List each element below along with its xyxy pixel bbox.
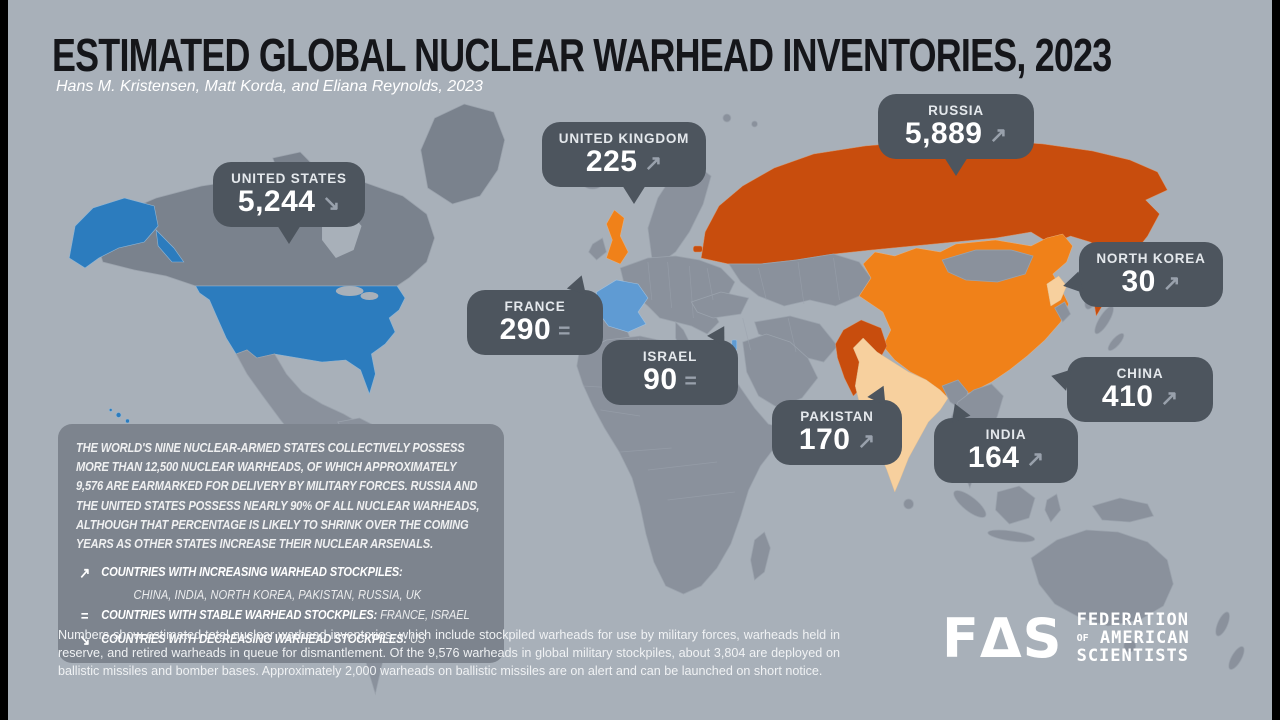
summary-paragraph: THE WORLD'S NINE NUCLEAR-ARMED STATES CO… [76,440,480,551]
trend-stable-icon: = [80,607,89,625]
trend-up-icon: ↗ [989,123,1008,147]
callout-value: 90 [643,363,678,396]
callout-country-label: PAKISTAN [800,409,874,424]
map-region-alaska [68,197,159,269]
map-region-south-korea [1054,301,1072,323]
fas-logo-line2: OF AMERICAN [1076,628,1190,649]
legend-row-increasing: ↗ COUNTRIES WITH INCREASING WARHEAD STOC… [76,563,486,585]
map-region-ireland [588,237,607,261]
map-region-united-states [195,285,406,395]
fas-logo: FΔS FEDERATION OF AMERICAN SCIENTISTS [942,607,1190,670]
great-lakes [360,292,379,300]
map-region-turkey [690,291,750,319]
map-region-tasmania [1123,639,1137,653]
trend-down-icon: ↘ [79,631,91,649]
callout-israel: ISRAEL 90 = [602,340,738,405]
callout-country-label: INDIA [985,427,1027,442]
summary-info-box: THE WORLD'S NINE NUCLEAR-ARMED STATES CO… [58,424,504,664]
map-region-mongolia [941,249,1034,283]
callout-value: 5,889 [904,117,983,150]
fas-logo-mark: FΔS [942,607,1063,670]
callout-country-label: ISRAEL [642,349,698,364]
callout-value: 30 [1121,265,1156,298]
map-region-java [987,529,1036,543]
callout-france: FRANCE 290 = [467,290,603,355]
map-island [722,113,732,123]
map-region-arabia [742,333,819,409]
legend-label: COUNTRIES WITH STABLE WARHEAD STOCKPILES… [101,606,378,622]
legend-row-stable: = COUNTRIES WITH STABLE WARHEAD STOCKPIL… [76,606,486,628]
callout-value: 290 [499,313,552,346]
callout-north-korea: NORTH KOREA 30 ↗ [1079,242,1223,307]
trend-up-icon: ↗ [644,151,663,175]
map-region-united-kingdom [606,209,629,265]
callout-united-kingdom: UNITED KINGDOM 225 ↗ [542,122,706,204]
map-region-scandinavia [647,163,712,263]
trend-up-icon: ↗ [857,429,876,453]
callout-country-label: CHINA [1116,366,1164,381]
world-map-svg [68,103,1245,696]
callout-value: 5,244 [237,185,316,218]
map-region-new-guinea [1091,497,1155,523]
callout-value: 225 [585,145,638,178]
trend-up-icon: ↗ [1160,386,1179,410]
map-region-japan [1107,332,1125,352]
map-region-sri-lanka [903,498,914,510]
callout-country-label: UNITED KINGDOM [558,131,690,146]
map-region-hawaii [115,412,122,418]
legend-countries-decreasing: US [410,630,426,646]
map-region-sumatra [953,490,987,518]
legend-label: COUNTRIES WITH DECREASING WARHEAD STOCKP… [101,630,407,646]
map-region-hawaii [125,418,130,424]
callout-value: 164 [967,441,1020,474]
legend-row-decreasing: ↘ COUNTRIES WITH DECREASING WARHEAD STOC… [76,630,486,652]
callout-value: 410 [1101,380,1154,413]
fas-logo-wordmark: FEDERATION OF AMERICAN SCIENTISTS [1076,610,1190,666]
map-island [751,120,758,128]
map-region-madagascar [750,531,771,581]
trend-up-icon: ↗ [1026,447,1045,471]
callout-country-label: RUSSIA [928,103,984,118]
map-region-greenland [420,103,506,205]
map-region-australia [1030,529,1174,627]
map-region-kaliningrad [693,245,703,253]
fas-logo-line1: FEDERATION [1076,610,1189,631]
map-region-borneo [995,485,1036,525]
map-region-new-zealand [1228,646,1245,670]
letterbox-bar-left [0,0,8,720]
fas-logo-line3: SCIENTISTS [1076,645,1189,666]
callout-united-states: UNITED STATES 5,244 ↘ [213,162,365,244]
callout-country-label: FRANCE [504,299,566,314]
map-region-sulawesi [1044,493,1062,523]
map-region-new-zealand [1215,611,1230,637]
page-title: ESTIMATED GLOBAL NUCLEAR WARHEAD INVENTO… [52,29,1112,81]
map-region-hawaii [108,408,113,412]
trend-stable-icon: = [558,319,571,343]
map-region-alaska-panhandle [155,229,185,263]
letterbox-bar-right [1272,0,1280,720]
trend-stable-icon: = [684,369,697,393]
great-lakes [335,286,364,296]
legend-countries-increasing: CHINA, INDIA, NORTH KOREA, PAKISTAN, RUS… [133,586,422,602]
callout-value: 170 [798,423,851,456]
page-subtitle: Hans M. Kristensen, Matt Korda, and Elia… [56,78,483,95]
callout-india: INDIA 164 ↗ [934,418,1078,483]
callout-china: CHINA 410 ↗ [1067,357,1213,422]
footer-note: Numbers show estimated total nuclear war… [58,628,840,678]
legend-label: COUNTRIES WITH INCREASING WARHEAD STOCKP… [101,564,403,580]
map-region-north-korea [1046,275,1067,307]
callout-country-label: UNITED STATES [231,171,347,186]
callout-russia: RUSSIA 5,889 ↗ [878,94,1034,176]
legend-countries-stable: FRANCE, ISRAEL [380,606,470,622]
trend-down-icon: ↘ [322,191,341,215]
trend-up-icon: ↗ [79,565,91,583]
callout-country-label: NORTH KOREA [1096,251,1206,266]
trend-up-icon: ↗ [1162,271,1181,295]
callout-pakistan: PAKISTAN 170 ↗ [772,400,902,465]
